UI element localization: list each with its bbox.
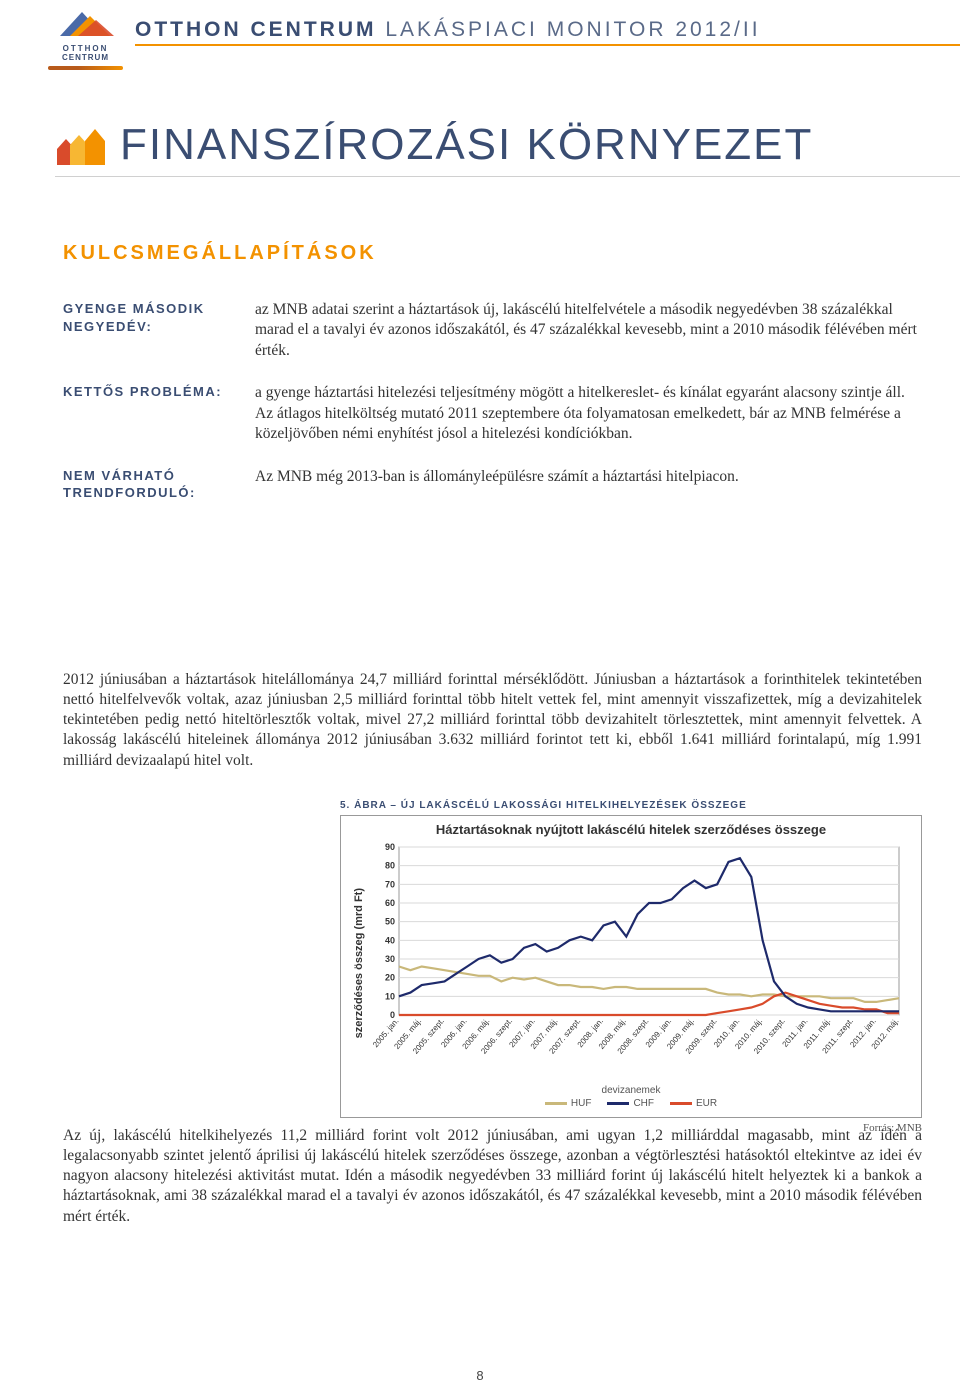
subsection-title: KULCSMEGÁLLAPÍTÁSOK: [63, 242, 377, 265]
kv-text: Az MNB még 2013-ban is állományleépülésr…: [255, 467, 922, 502]
svg-text:90: 90: [385, 843, 395, 852]
report-edition: LAKÁSPIACI MONITOR 2012/II: [376, 18, 760, 41]
kv-row: GYENGE MÁSODIK NEGYEDÉV: az MNB adatai s…: [63, 300, 922, 361]
body-paragraph-1: 2012 júniusában a háztartások hitelállom…: [63, 670, 922, 771]
line-chart: 01020304050607080902005. jan.2005. máj.2…: [367, 843, 907, 1083]
section-title: FINANSZÍROZÁSI KÖRNYEZET: [120, 120, 813, 170]
key-findings: GYENGE MÁSODIK NEGYEDÉV: az MNB adatai s…: [63, 300, 922, 524]
kv-label: GYENGE MÁSODIK NEGYEDÉV:: [63, 300, 255, 361]
chart-ylabel: szerződéses összeg (mrd Ft): [351, 888, 367, 1038]
section-header: FINANSZÍROZÁSI KÖRNYEZET: [55, 120, 960, 177]
chart-caption: 5. ÁBRA – ÚJ LAKÁSCÉLÚ LAKOSSÁGI HITELKI…: [340, 800, 922, 811]
report-header: OTTHON CENTRUM LAKÁSPIACI MONITOR 2012/I…: [135, 18, 960, 46]
svg-text:10: 10: [385, 991, 395, 1001]
brand-name: OTTHON CENTRUM: [135, 18, 376, 41]
kv-label: NEM VÁRHATÓ TRENDFORDULÓ:: [63, 467, 255, 502]
chart-box: Háztartásoknak nyújtott lakáscélú hitele…: [340, 815, 922, 1118]
kv-label: KETTŐS PROBLÉMA:: [63, 383, 255, 444]
logo-text: OTTHON CENTRUM: [48, 43, 123, 63]
legend-title: devizanemek: [351, 1085, 911, 1096]
legend-item-huf: HUF: [545, 1098, 592, 1109]
chart-container: 5. ÁBRA – ÚJ LAKÁSCÉLÚ LAKOSSÁGI HITELKI…: [340, 800, 922, 1134]
kv-text: az MNB adatai szerint a háztartások új, …: [255, 300, 922, 361]
legend-item-eur: EUR: [670, 1098, 717, 1109]
logo-underline: [48, 66, 123, 70]
houses-icon: [55, 125, 110, 170]
logo-triangle-icon: [56, 8, 116, 38]
svg-text:70: 70: [385, 879, 395, 889]
legend-item-chf: CHF: [607, 1098, 654, 1109]
chart-legend-block: devizanemek HUF CHF EUR: [351, 1085, 911, 1109]
kv-row: KETTŐS PROBLÉMA: a gyenge háztartási hit…: [63, 383, 922, 444]
svg-text:80: 80: [385, 861, 395, 871]
svg-text:30: 30: [385, 954, 395, 964]
kv-text: a gyenge háztartási hitelezési teljesítm…: [255, 383, 922, 444]
svg-text:60: 60: [385, 898, 395, 908]
svg-text:40: 40: [385, 935, 395, 945]
kv-row: NEM VÁRHATÓ TRENDFORDULÓ: Az MNB még 201…: [63, 467, 922, 502]
page-number: 8: [0, 1368, 960, 1383]
body-paragraph-2: Az új, lakáscélú hitelkihelyezés 11,2 mi…: [63, 1126, 922, 1227]
chart-title: Háztartásoknak nyújtott lakáscélú hitele…: [351, 822, 911, 837]
brand-logo: OTTHON CENTRUM: [48, 8, 123, 70]
svg-text:50: 50: [385, 917, 395, 927]
svg-text:20: 20: [385, 973, 395, 983]
